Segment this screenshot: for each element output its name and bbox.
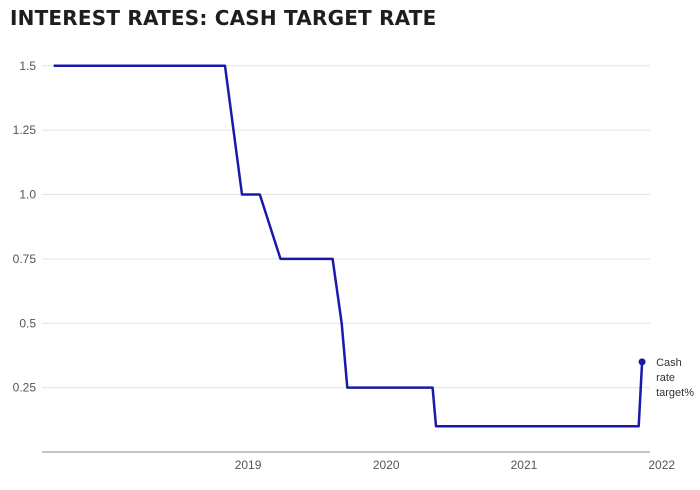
y-tick-label: 0.25 — [13, 381, 37, 395]
series-group: Cash rate target% — [53, 64, 694, 428]
y-tick-label: 1.0 — [19, 188, 36, 202]
x-tick-label: 2022 — [648, 458, 675, 472]
x-tick-label: 2021 — [511, 458, 538, 472]
y-tick-label: 1.5 — [19, 59, 36, 73]
y-axis-ticks: 1.5 1.25 1.0 0.75 0.5 0.25 — [13, 59, 37, 395]
series-end-marker — [638, 358, 646, 366]
series-line — [53, 64, 644, 428]
y-tick-label: 0.5 — [19, 316, 36, 330]
y-tick-label: 1.25 — [13, 123, 37, 137]
x-tick-label: 2019 — [235, 458, 262, 472]
y-tick-label: 0.75 — [13, 252, 37, 266]
x-tick-label: 2020 — [373, 458, 400, 472]
chart-title: INTEREST RATES: CASH TARGET RATE — [10, 6, 437, 30]
gridlines — [42, 65, 650, 389]
series-end-label: Cash rate target% — [656, 357, 694, 399]
x-axis-ticks: 2019 2020 2021 2022 — [235, 458, 676, 472]
